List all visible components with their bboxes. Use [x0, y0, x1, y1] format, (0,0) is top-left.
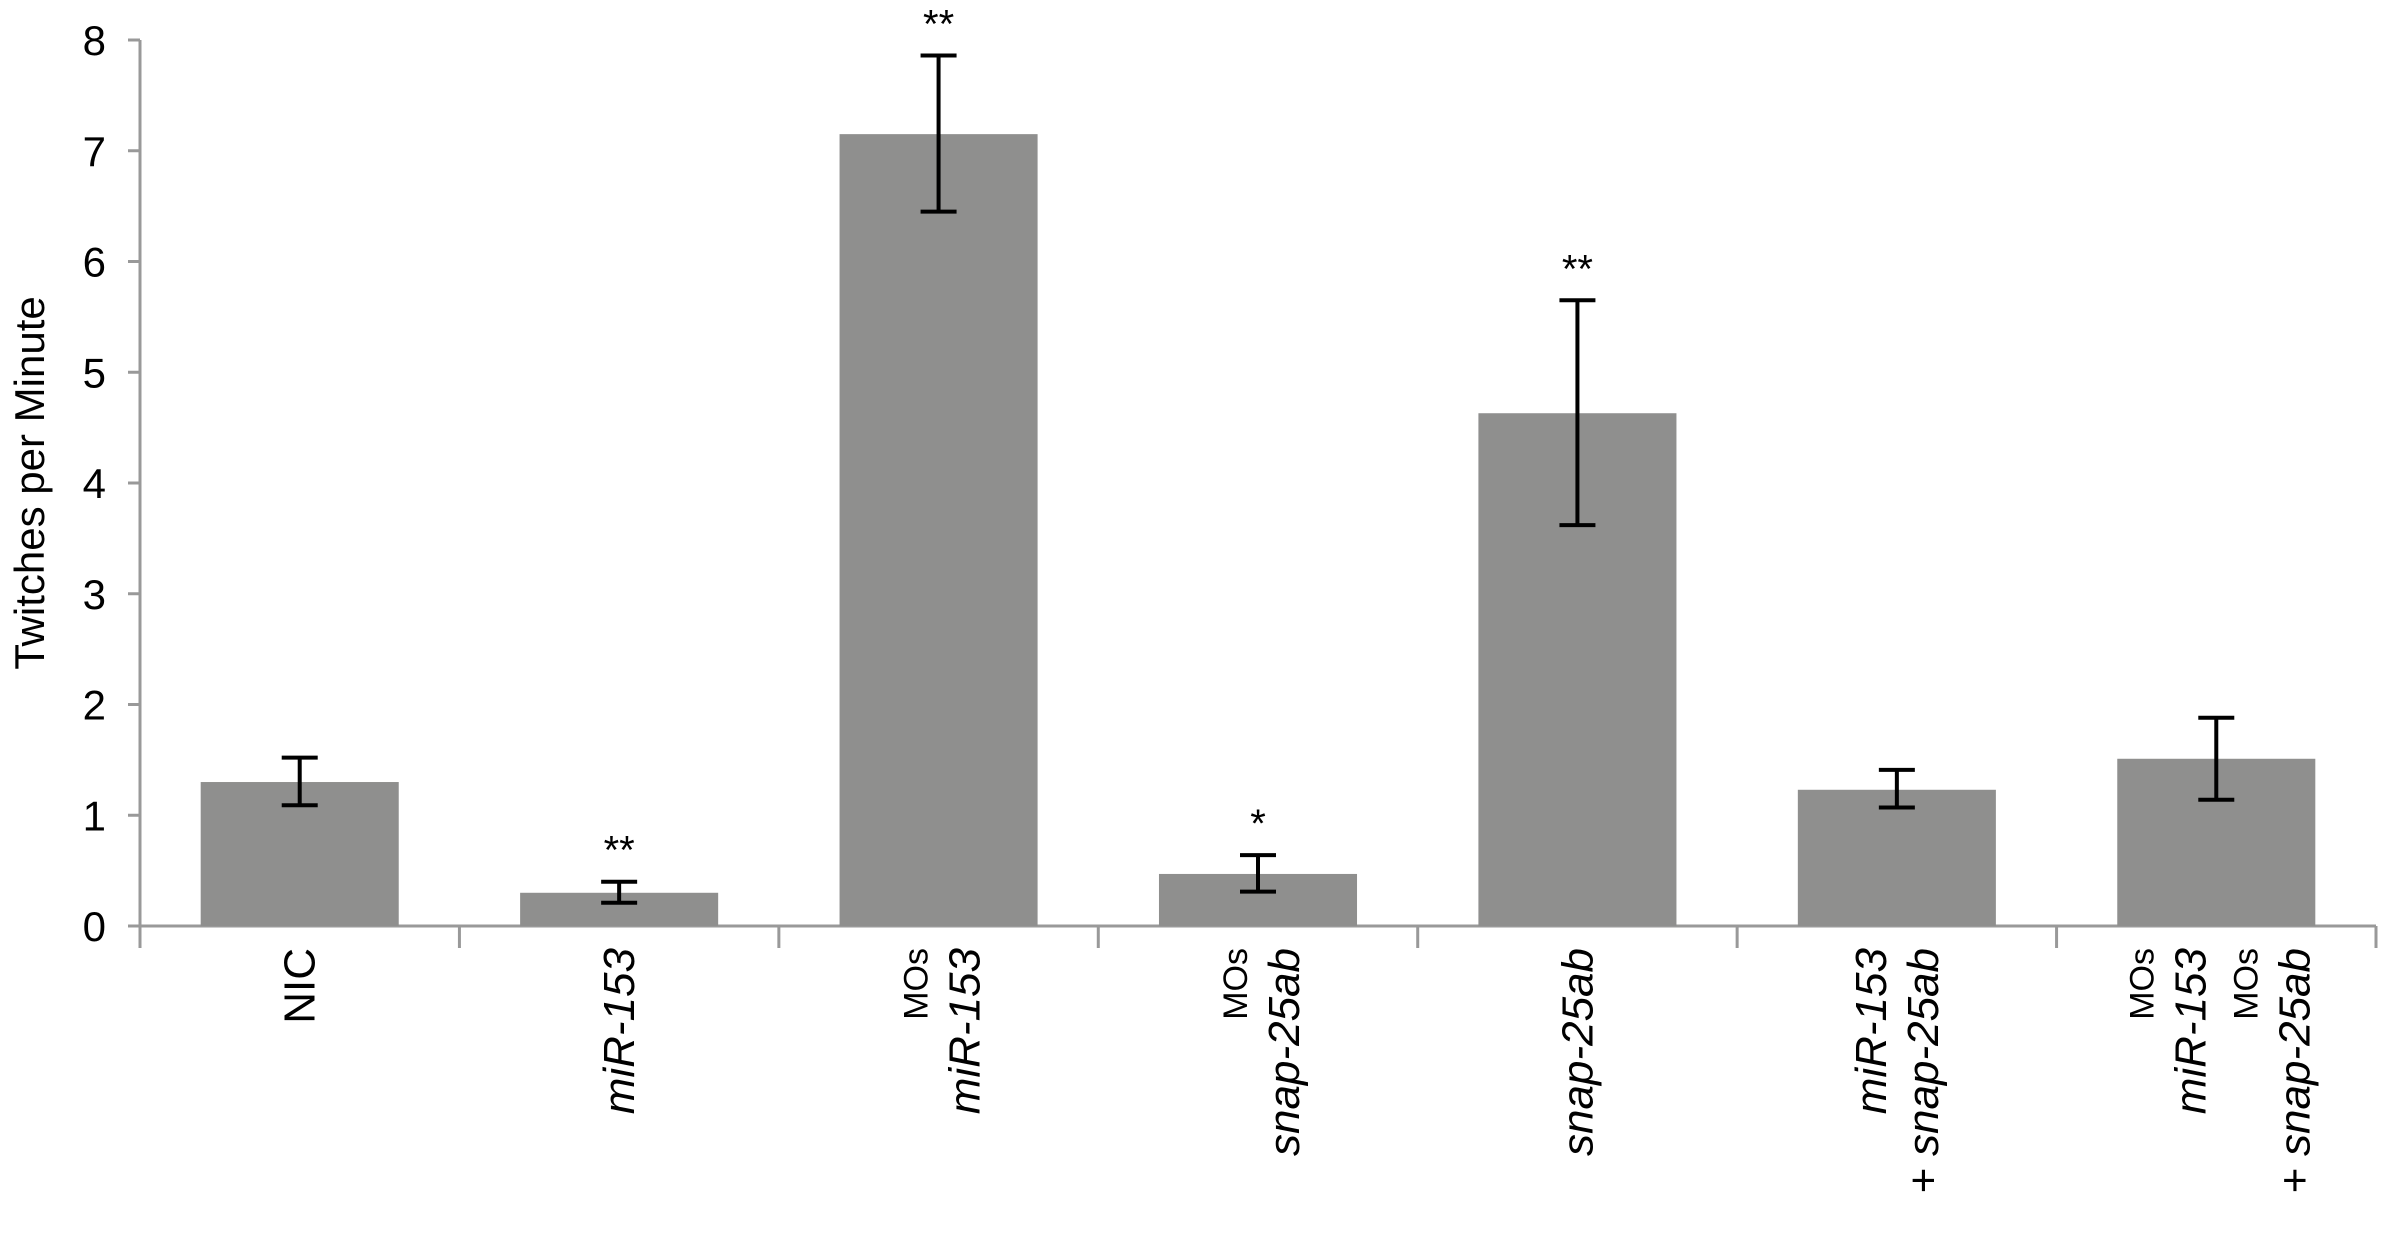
y-tick-label: 8 — [83, 17, 106, 64]
y-axis-label: Twitches per Minute — [6, 296, 53, 670]
error-bar — [920, 53, 957, 214]
category-label-line: snap-25ab — [1260, 948, 1309, 1156]
category-label-line: + snap-25ab — [1899, 948, 1948, 1194]
significance-marker: ** — [923, 3, 954, 47]
error-bar — [601, 879, 638, 905]
y-tick-label: 2 — [83, 682, 106, 729]
category-label-line: MOs — [1217, 948, 1255, 1020]
category-label-line: miR-153 — [2166, 947, 2215, 1114]
significance-marker: * — [1250, 802, 1266, 846]
category-label: MOs snap-25ab — [1217, 948, 1309, 1156]
category-label-line: miR-153 — [595, 947, 644, 1114]
category-label: miR-153 + snap-25ab — [1847, 947, 1948, 1193]
category-label-line: + snap-25ab — [2270, 948, 2319, 1194]
y-tick-label: 4 — [83, 460, 106, 507]
category-label: miR-153 — [595, 947, 644, 1114]
y-tick-label: 6 — [83, 239, 106, 286]
error-bars — [281, 53, 2235, 905]
category-label-line: NIC — [276, 948, 325, 1024]
category-label-line: MOs — [898, 948, 936, 1020]
y-axis: 0 1 2 3 4 5 6 7 8 — [83, 17, 142, 950]
bar — [839, 134, 1038, 926]
category-label-line: MOs — [2227, 948, 2265, 1020]
category-label-line: miR-153 — [1847, 947, 1896, 1114]
category-labels: NIC miR-153 MOs miR-153 MOs snap-25ab snap-25a… — [276, 947, 2320, 1193]
category-label-line: miR-153 — [941, 947, 990, 1114]
category-label: MOs miR-153 — [898, 947, 990, 1114]
error-bar — [2198, 715, 2235, 802]
significance-markers: ******* — [604, 3, 1593, 873]
x-axis — [138, 924, 2378, 948]
error-bar — [1878, 767, 1915, 810]
category-label: MOs miR-153 MOs + snap-25ab — [2123, 947, 2319, 1193]
error-bar — [281, 755, 318, 808]
y-tick-label: 0 — [83, 903, 106, 950]
error-bar — [1559, 298, 1596, 528]
significance-marker: ** — [604, 829, 635, 873]
category-label-line: MOs — [2123, 948, 2161, 1020]
y-tick-label: 3 — [83, 571, 106, 618]
error-bar — [1240, 853, 1276, 894]
y-tick-label: 5 — [83, 349, 106, 396]
category-label: NIC — [276, 948, 325, 1024]
category-label: snap-25ab — [1553, 948, 1602, 1156]
y-tick-label: 7 — [83, 128, 106, 175]
y-tick-label: 1 — [83, 792, 106, 839]
bar — [1797, 789, 1996, 926]
significance-marker: ** — [1562, 247, 1593, 291]
bars — [200, 134, 2316, 926]
category-label-line: snap-25ab — [1553, 948, 1602, 1156]
